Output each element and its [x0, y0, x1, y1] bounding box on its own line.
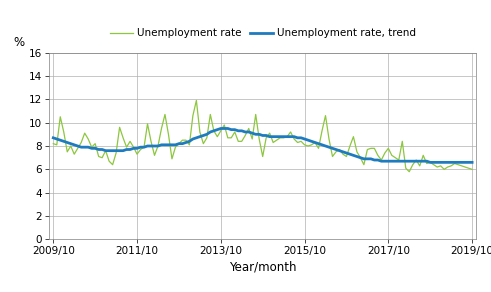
- Unemployment rate: [51, 142, 56, 145]
- Y-axis label: %: %: [14, 36, 25, 49]
- Unemployment rate, trend: [336, 149, 342, 152]
- Unemployment rate, trend: [316, 142, 322, 145]
- Unemployment rate: [148, 140, 154, 143]
- Unemployment rate: [193, 99, 199, 102]
- Legend: Unemployment rate, Unemployment rate, trend: Unemployment rate, Unemployment rate, tr…: [106, 24, 420, 42]
- Unemployment rate, trend: [232, 128, 238, 131]
- Unemployment rate: [407, 170, 412, 173]
- Unemployment rate, trend: [92, 147, 98, 150]
- Unemployment rate: [232, 130, 238, 134]
- X-axis label: Year/month: Year/month: [229, 260, 297, 274]
- Line: Unemployment rate: Unemployment rate: [54, 100, 472, 172]
- Unemployment rate, trend: [448, 161, 454, 164]
- Unemployment rate: [92, 142, 98, 145]
- Unemployment rate, trend: [148, 144, 154, 148]
- Unemployment rate, trend: [469, 161, 475, 164]
- Line: Unemployment rate, trend: Unemployment rate, trend: [54, 128, 472, 162]
- Unemployment rate, trend: [427, 161, 433, 164]
- Unemployment rate, trend: [218, 127, 224, 130]
- Unemployment rate: [448, 164, 454, 168]
- Unemployment rate, trend: [51, 136, 56, 140]
- Unemployment rate: [469, 168, 475, 171]
- Unemployment rate: [336, 148, 342, 151]
- Unemployment rate: [316, 147, 322, 150]
